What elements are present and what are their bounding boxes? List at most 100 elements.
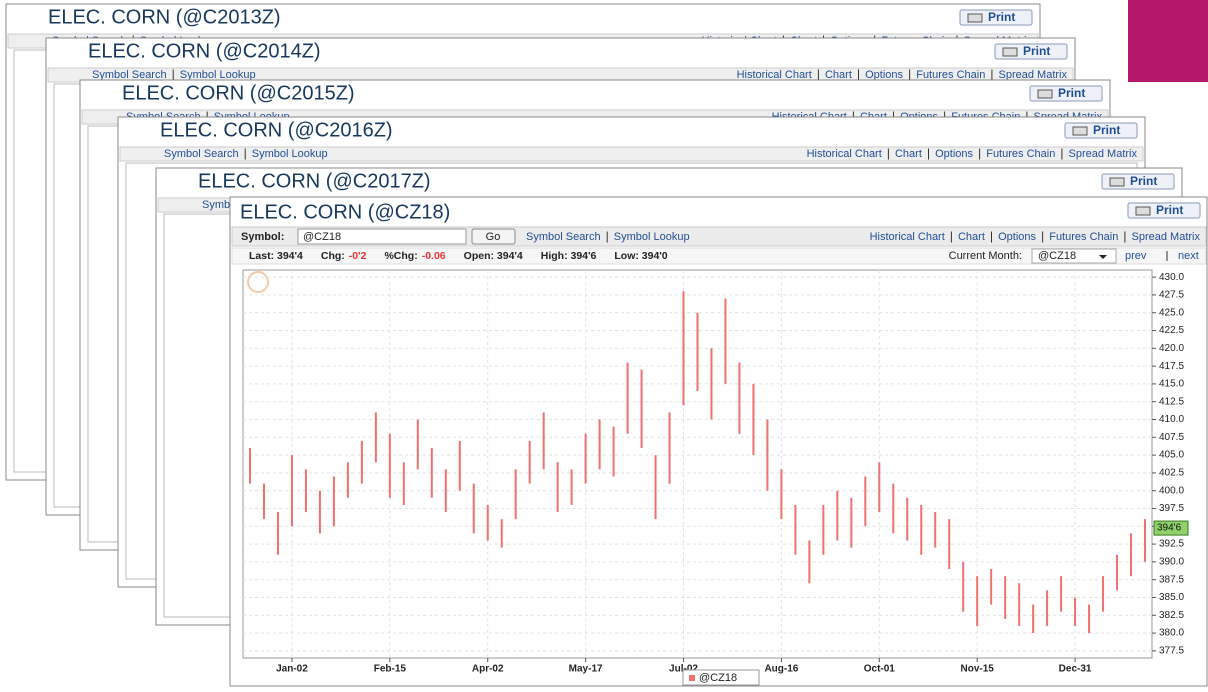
print-label[interactable]: Print [988,10,1015,24]
quote-line: Last: 394'4 Chg: -0'2 %Chg: -0.06 Open: 394'4… [249,250,668,262]
month-select[interactable] [1031,248,1117,264]
y-tick-label: 420.0 [1159,343,1184,354]
print-label[interactable]: Print [1130,174,1157,188]
nav-link[interactable]: Symbol Search [164,148,239,160]
quote-pchg: -0.06 [422,250,446,262]
current-month: @CZ18 [1038,250,1076,262]
prev-link[interactable]: prev [1125,250,1147,262]
accent-block [1128,0,1208,82]
current-month-label: Current Month: [949,250,1022,262]
printer-icon [1109,177,1125,187]
quote-open: Open: 394'4 [464,250,523,262]
quote-low: Low: 394'0 [614,250,667,262]
y-tick-label: 387.5 [1159,574,1184,585]
x-tick-label: May-17 [569,664,603,675]
print-label[interactable]: Print [1093,123,1120,137]
y-tick-label: 402.5 [1159,468,1184,479]
x-tick-label: Oct-01 [864,664,896,675]
nav-link[interactable]: Historical Chart [737,69,812,81]
y-tick-label: 377.5 [1159,646,1184,657]
y-tick-label: 397.5 [1159,503,1184,514]
print-label[interactable]: Print [1058,86,1085,100]
nav-link[interactable]: Futures Chain [1049,231,1118,243]
window-title: ELEC. CORN (@C2016Z) [160,119,393,141]
quote-high: High: 394'6 [541,250,597,262]
nav-link[interactable]: Chart [958,231,985,243]
printer-icon [1135,206,1151,216]
symbol-value: @CZ18 [303,231,341,243]
y-tick-label: 407.5 [1159,432,1184,443]
x-tick-label: Nov-15 [961,664,995,675]
nav-link[interactable]: Spread Matrix [999,69,1068,81]
y-tick-label: 405.0 [1159,450,1184,461]
x-tick-label: Dec-31 [1059,664,1092,675]
go-button[interactable] [471,228,516,245]
y-tick-label: 410.0 [1159,414,1184,425]
y-tick-label: 390.0 [1159,557,1184,568]
y-tick-label: 415.0 [1159,379,1184,390]
nav-link[interactable]: Options [998,231,1036,243]
window-title: ELEC. CORN (@C2013Z) [48,6,281,28]
nav-bar [119,146,1144,162]
next-link[interactable]: next [1178,250,1199,262]
y-tick-label: 380.0 [1159,628,1184,639]
quote-chg-label: Chg: [321,250,345,262]
y-tick-label: 392.5 [1159,539,1184,550]
y-tick-label: 430.0 [1159,272,1184,283]
x-tick-label: Jan-02 [276,664,308,675]
window-title: ELEC. CORN (@C2017Z) [198,170,431,192]
y-tick-label: 425.0 [1159,307,1184,318]
symbol-label: Symbol: [241,231,284,243]
nav-link[interactable]: Chart [825,69,852,81]
x-tick-label: Feb-15 [374,664,407,675]
nav-link[interactable]: Symbol Search [526,231,601,243]
printer-icon [1037,89,1053,99]
nav-link[interactable]: Options [865,69,903,81]
last-price-label: 394'6 [1157,523,1182,534]
window-title: ELEC. CORN (@C2014Z) [88,40,321,62]
main-title: ELEC. CORN (@CZ18) [240,201,450,223]
y-tick-label: 422.5 [1159,325,1184,336]
nav-link[interactable]: Symbol Lookup [252,148,328,160]
print-label[interactable]: Print [1023,44,1050,58]
legend-box [682,669,760,686]
go-label[interactable]: Go [486,231,501,243]
quote-last: Last: 394'4 [249,250,303,262]
nav-link[interactable]: Options [935,148,973,160]
nav-link[interactable]: Futures Chain [916,69,985,81]
quote-pchg-label: %Chg: [384,250,417,262]
nav-link[interactable]: Historical Chart [807,148,882,160]
nav-link[interactable]: Chart [895,148,922,160]
nav-link[interactable]: Historical Chart [870,231,945,243]
y-tick-label: 382.5 [1159,610,1184,621]
print-label[interactable]: Print [1156,203,1183,217]
x-tick-label: Apr-02 [472,664,504,675]
last-price-box [1153,520,1189,536]
nav-link[interactable]: Futures Chain [986,148,1055,160]
legend-label: @CZ18 [699,672,737,684]
window-title: ELEC. CORN (@C2015Z) [122,82,355,104]
nav-link[interactable]: Symbol Search [92,69,167,81]
nav-link[interactable]: Symbol Lookup [180,69,256,81]
y-tick-label: 427.5 [1159,290,1184,301]
nav-link[interactable]: Spread Matrix [1069,148,1138,160]
y-tick-label: 385.0 [1159,592,1184,603]
symbol-input[interactable] [297,228,467,245]
legend-swatch [689,675,695,681]
y-tick-label: 412.5 [1159,396,1184,407]
printer-icon [1002,47,1018,57]
x-tick-label: Jul-02 [669,664,698,675]
dropdown-arrow [1099,255,1107,259]
quote-chg: -0'2 [349,250,367,262]
printer-icon [1072,126,1088,136]
nav-link[interactable]: Spread Matrix [1132,231,1201,243]
printer-icon [967,13,983,23]
x-tick-label: Aug-16 [764,664,798,675]
y-tick-label: 400.0 [1159,485,1184,496]
y-tick-label: 417.5 [1159,361,1184,372]
dtn-logo [247,271,269,293]
nav-link[interactable]: Symbol Lookup [614,231,690,243]
quote-bar [231,247,1207,265]
